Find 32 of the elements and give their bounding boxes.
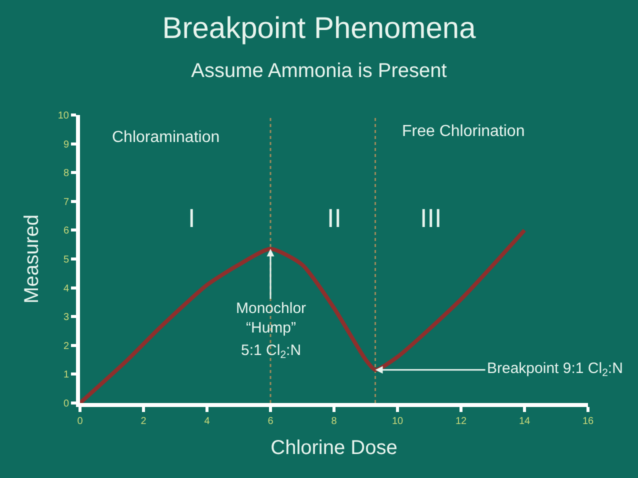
x-tick-label: 6 — [268, 416, 274, 427]
y-tick-label: 1 — [63, 370, 70, 381]
annotation: Chloramination — [112, 129, 220, 146]
y-tick-label: 7 — [63, 196, 70, 208]
annotation: Free Chlorination — [402, 123, 525, 140]
y-tick-label: 6 — [63, 226, 70, 237]
annotation: 5:1 Cl$_{2}$:N — [241, 342, 302, 362]
y-axis-title: Measured — [20, 214, 43, 304]
annotation: III — [420, 203, 442, 233]
y-tick-label: 2 — [63, 340, 70, 352]
x-tick-label: 0 — [77, 416, 84, 427]
x-tick-label: 14 — [518, 416, 530, 427]
y-tick-label: 9 — [63, 139, 70, 150]
x-tick-label: 12 — [455, 416, 467, 427]
annotation: Monochlor “Hump” — [236, 300, 306, 336]
x-tick-label: 10 — [392, 416, 404, 427]
y-tick-label: 3 — [63, 312, 70, 324]
chart-title: Breakpoint Phenomena — [162, 12, 476, 46]
x-tick-label: 8 — [331, 416, 338, 427]
annotation: Breakpoint 9:1 Cl$_{2}$:N — [487, 360, 623, 380]
x-tick-label: 2 — [140, 416, 147, 427]
y-tick-label: 8 — [63, 168, 70, 180]
annotation: I — [188, 203, 196, 233]
chart-subtitle: Assume Ammonia is Present — [191, 60, 448, 82]
x-tick-label: 16 — [582, 416, 594, 427]
annotation: II — [327, 203, 342, 233]
x-axis-title: Chlorine Dose — [270, 437, 398, 459]
y-tick-label: 4 — [63, 283, 70, 294]
y-tick-label: 10 — [58, 110, 70, 122]
y-tick-label: 5 — [63, 254, 70, 266]
y-tick-label: 0 — [63, 398, 70, 410]
x-tick-label: 4 — [204, 416, 210, 427]
